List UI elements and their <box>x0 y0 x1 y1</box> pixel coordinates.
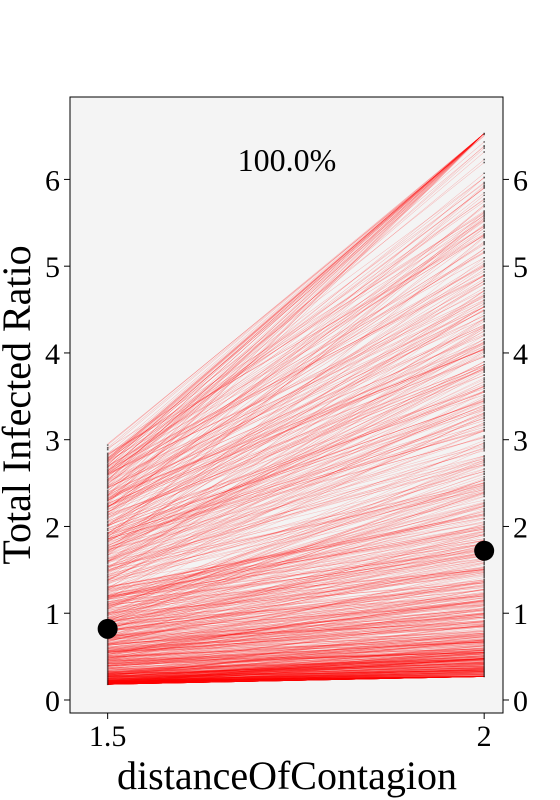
data-point-dots <box>106 132 485 686</box>
y-axis-label: Total Infected Ratio <box>0 245 39 564</box>
y-tick-label-left: 2 <box>45 511 60 544</box>
series-line <box>107 517 485 588</box>
mean-points <box>97 540 495 639</box>
y-tick-label-left: 6 <box>45 164 60 197</box>
y-tick-label-right: 5 <box>513 251 528 284</box>
y-tick-label-right: 3 <box>513 425 528 458</box>
x-axis-label: distanceOfContagion <box>117 753 457 798</box>
series-line <box>107 404 485 562</box>
y-tick-label-right: 2 <box>513 511 528 544</box>
y-tick-label-left: 0 <box>45 685 60 718</box>
series-line <box>107 482 485 579</box>
series-line <box>107 663 485 675</box>
series-line <box>107 612 485 640</box>
series-line <box>107 638 485 657</box>
plot-frame <box>69 96 504 714</box>
mean-point-x-2 <box>474 540 495 561</box>
y-tick-label-left: 3 <box>45 425 60 458</box>
mean-point-x-1-5 <box>97 618 118 639</box>
series-line <box>107 582 485 614</box>
series-line <box>107 669 485 679</box>
series-line <box>107 135 485 445</box>
y-tick-label-right: 4 <box>513 338 528 371</box>
points-at-2 <box>483 132 485 678</box>
series-line <box>107 309 485 527</box>
y-tick-label-right: 6 <box>513 164 528 197</box>
y-tick-label-right: 1 <box>513 598 528 631</box>
x-tick-label: 2 <box>477 720 492 753</box>
series-lines <box>107 133 485 685</box>
series-line-bundle-sparse <box>107 133 485 544</box>
axes: 0 0 1 1 2 2 3 3 4 4 5 5 6 6 1.5 2 <box>45 164 528 753</box>
series-line-bundle-dense <box>107 236 485 685</box>
series-line <box>107 604 485 631</box>
series-line <box>107 248 485 501</box>
series-line <box>107 448 485 571</box>
annotation-percent: 100.0% <box>238 142 337 178</box>
y-tick-label-left: 1 <box>45 598 60 631</box>
series-line <box>107 361 485 553</box>
plot-background <box>70 97 503 713</box>
points-at-1-5 <box>106 444 109 686</box>
series-line <box>107 625 485 649</box>
series-line <box>107 651 485 666</box>
series-line <box>107 543 485 597</box>
y-tick-label-left: 4 <box>45 338 60 371</box>
series-line <box>107 187 485 475</box>
series-line <box>107 569 485 605</box>
series-line <box>107 595 485 623</box>
y-tick-label-left: 5 <box>45 251 60 284</box>
x-tick-label: 1.5 <box>89 720 127 753</box>
y-tick-label-right: 0 <box>513 685 528 718</box>
